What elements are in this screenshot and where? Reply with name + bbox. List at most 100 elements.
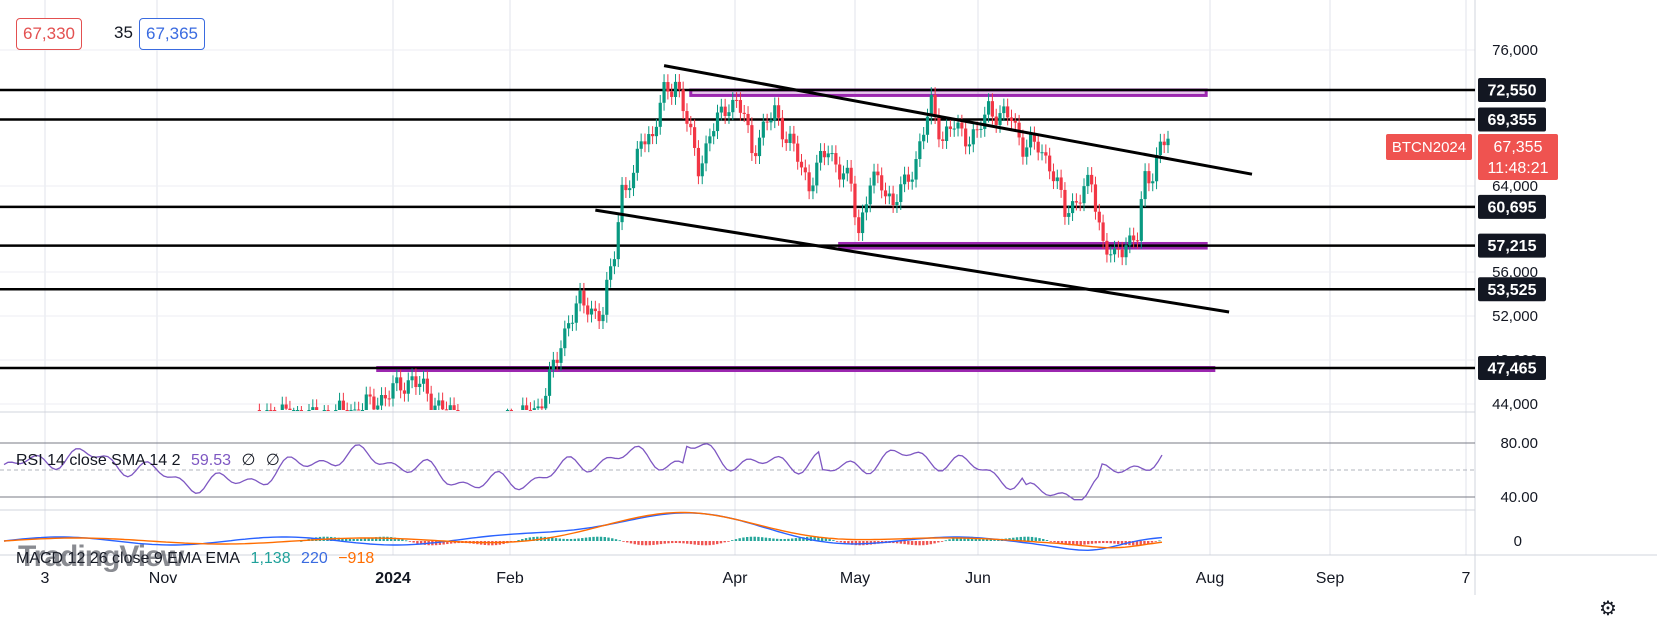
candle-body — [563, 328, 567, 349]
candle-body — [815, 162, 819, 186]
price-axis[interactable]: 76,00064,00056,00052,00048,00044,00072,5… — [1386, 42, 1558, 550]
macd-histogram-bar — [674, 541, 678, 544]
macd-histogram-bar — [790, 538, 794, 541]
candle-body — [605, 279, 609, 315]
candle-body — [628, 188, 632, 191]
candle-body — [326, 410, 330, 411]
candle-body — [307, 410, 311, 411]
trendlines[interactable] — [595, 64, 1253, 314]
candle-body — [582, 290, 586, 306]
candle-body — [723, 106, 727, 116]
macd-legend[interactable]: MACD 12 26 close 9 EMA EMA 1,138 220 −91… — [16, 550, 380, 568]
candle-body — [551, 359, 555, 370]
candle-body — [1055, 177, 1059, 182]
candle-body — [586, 305, 590, 315]
candle-body — [1132, 235, 1136, 241]
macd-histogram-bar — [824, 538, 828, 541]
level-label-bg — [1478, 107, 1546, 132]
candle-body — [792, 133, 796, 144]
macd-histogram-bar — [682, 541, 685, 544]
macd-histogram-bar — [1098, 541, 1101, 544]
candle-body — [891, 193, 895, 206]
candle-body — [754, 153, 758, 157]
macd-histogram-bar — [416, 541, 419, 544]
macd-histogram-bar — [854, 541, 858, 546]
time-tick-label: Sep — [1316, 570, 1345, 587]
macd-histogram-bar — [1113, 541, 1116, 544]
macd-histogram-bar — [622, 541, 625, 542]
price-tick-label: 44,000 — [1492, 396, 1538, 413]
candle-body — [345, 410, 349, 411]
macd-histogram-bar — [547, 537, 550, 541]
candle-body — [929, 94, 933, 117]
horizontal-levels[interactable] — [0, 88, 1475, 370]
macd-histogram-bar — [686, 541, 689, 544]
candle-body — [769, 120, 773, 123]
rsi-legend[interactable]: RSI 14 close SMA 14 2 59.53 ∅ ∅ — [16, 450, 286, 470]
macd-histogram-bar — [749, 536, 753, 541]
candle-body — [292, 410, 296, 411]
candle-body — [906, 174, 910, 182]
candle-body — [666, 82, 670, 92]
macd-histogram-bar — [948, 539, 951, 541]
candle-body — [509, 410, 513, 411]
macd-histogram-bar — [952, 538, 955, 541]
candle-body — [971, 129, 975, 145]
macd-histogram-bar — [397, 538, 400, 541]
time-tick-label: Aug — [1196, 570, 1224, 587]
macd-histogram-bar — [1079, 541, 1082, 546]
candle-body — [780, 117, 785, 140]
macd-histogram-bar — [1034, 537, 1037, 541]
candle-body — [670, 91, 674, 97]
candle-body — [1097, 211, 1101, 223]
candle-body — [1112, 248, 1117, 255]
bid-price-badge[interactable]: 67,330 — [16, 18, 82, 50]
macd-histogram-bar — [1053, 541, 1056, 543]
candle-body — [280, 404, 284, 410]
candle-body — [948, 126, 952, 129]
candle-body — [1074, 201, 1078, 203]
candle-body — [922, 134, 926, 142]
candle-body — [731, 99, 735, 113]
settings-gear-icon[interactable]: ⚙ — [1599, 598, 1617, 620]
level-label: 72,550 — [1488, 83, 1537, 100]
candle-body — [341, 400, 345, 410]
macd-histogram-bar — [783, 538, 786, 541]
macd-histogram-bar — [933, 541, 936, 544]
macd-histogram-bar — [731, 540, 734, 541]
candle-body — [1120, 249, 1124, 258]
candle-body — [1143, 171, 1147, 200]
last-price-badge-bg — [1478, 134, 1558, 180]
candle-body — [750, 125, 754, 154]
macd-histogram-bar — [963, 536, 966, 541]
candle-body — [651, 134, 655, 137]
macd-pane — [3, 511, 1163, 552]
macd-histogram-bar — [446, 541, 449, 545]
time-tick-label: Nov — [149, 570, 177, 587]
candle-body — [609, 266, 613, 280]
time-tick-label: Jun — [965, 570, 991, 587]
macd-histogram-bar — [592, 536, 595, 541]
rsi-axis-label: 80.00 — [1500, 435, 1538, 452]
candle-body — [295, 410, 300, 411]
candle-body — [868, 185, 872, 205]
macd-histogram-bar — [404, 540, 408, 542]
candle-body — [399, 377, 403, 391]
macd-histogram-bar — [701, 541, 704, 546]
candle-body — [410, 376, 414, 381]
time-axis[interactable]: 3 Nov 2024 Feb Apr May Jun Aug Sep 7 — [41, 570, 1471, 587]
candle-body — [803, 167, 807, 173]
macd-histogram-bar — [989, 538, 992, 541]
zone-rectangles[interactable] — [376, 88, 1216, 373]
candle-body — [822, 150, 827, 158]
macd-histogram-bar — [1117, 541, 1120, 545]
candle-body — [986, 101, 991, 115]
candle-body — [1158, 141, 1162, 156]
candle-body — [269, 410, 273, 411]
macd-histogram-bar — [832, 540, 835, 541]
candle-body — [960, 122, 964, 129]
ask-price-badge[interactable]: 67,365 — [139, 18, 205, 50]
rsi-extra-2: ∅ — [265, 452, 280, 469]
candle-body — [257, 410, 261, 411]
